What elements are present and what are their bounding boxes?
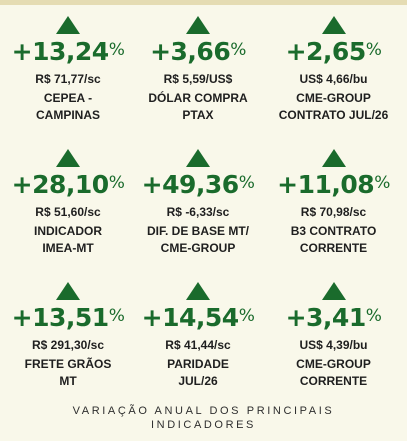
- indicator-value: R$ 5,59/US$: [163, 72, 233, 86]
- change-percent: +14,54%: [141, 303, 255, 332]
- up-arrow-icon: [56, 149, 80, 167]
- indicator-label: DÓLAR COMPRA PTAX: [148, 91, 248, 122]
- indicator-value: R$ 41,44/sc: [165, 338, 231, 352]
- indicator-value: R$ 51,60/sc: [35, 205, 101, 219]
- indicator-label: FRETE GRÃOS MT: [24, 357, 112, 388]
- indicator-label: INDICADOR IMEA-MT: [34, 224, 102, 255]
- indicator-b3-corrente: +11,08% R$ 70,98/sc B3 CONTRATO CORRENTE: [260, 145, 407, 278]
- indicator-label: CME-GROUP CORRENTE: [296, 357, 371, 388]
- indicator-label: DIF. DE BASE MT/ CME-GROUP: [146, 224, 249, 255]
- indicator-cme-jul26: +2,65% US$ 4,66/bu CME-GROUP CONTRATO JU…: [260, 12, 407, 145]
- indicator-label: CEPEA - CAMPINAS: [35, 91, 100, 122]
- change-percent: +3,66%: [150, 37, 246, 66]
- indicator-cme-corrente: +3,41% US$ 4,39/bu CME-GROUP CORRENTE: [260, 278, 407, 411]
- change-percent: +49,36%: [141, 170, 255, 199]
- indicator-imea-mt: +28,10% R$ 51,60/sc INDICADOR IMEA-MT: [0, 145, 136, 278]
- up-arrow-icon: [321, 16, 346, 34]
- indicator-label: PARIDADE JUL/26: [167, 357, 229, 388]
- indicators-grid: +13,24% R$ 71,77/sc CEPEA - CAMPINAS +3,…: [0, 12, 407, 411]
- change-percent: +2,65%: [285, 37, 382, 66]
- up-arrow-icon: [56, 16, 80, 34]
- up-arrow-icon: [56, 282, 80, 300]
- indicator-paridade: +14,54% R$ 41,44/sc PARIDADE JUL/26: [136, 278, 260, 411]
- indicator-value: R$ 71,77/sc: [35, 72, 101, 86]
- caption: VARIAÇÃO ANUAL DOS PRINCIPAIS INDICADORE…: [72, 405, 335, 431]
- indicator-label: B3 CONTRATO CORRENTE: [290, 224, 377, 255]
- indicator-value: R$ -6,33/sc: [166, 205, 230, 219]
- up-arrow-icon: [321, 282, 346, 300]
- up-arrow-icon: [186, 149, 210, 167]
- indicator-value: R$ 70,98/sc: [300, 205, 367, 219]
- up-arrow-icon: [186, 16, 210, 34]
- indicator-value: US$ 4,66/bu: [299, 72, 368, 86]
- up-arrow-icon: [321, 149, 346, 167]
- indicator-dolar-ptax: +3,66% R$ 5,59/US$ DÓLAR COMPRA PTAX: [136, 12, 260, 145]
- change-percent: +13,51%: [11, 303, 125, 332]
- top-band: [0, 0, 407, 5]
- change-percent: +11,08%: [277, 170, 390, 199]
- up-arrow-icon: [186, 282, 210, 300]
- indicator-cepea-campinas: +13,24% R$ 71,77/sc CEPEA - CAMPINAS: [0, 12, 136, 145]
- indicator-label: CME-GROUP CONTRATO JUL/26: [278, 91, 389, 122]
- indicator-value: R$ 291,30/sc: [31, 338, 105, 352]
- change-percent: +3,41%: [285, 303, 382, 332]
- indicator-frete-graos: +13,51% R$ 291,30/sc FRETE GRÃOS MT: [0, 278, 136, 411]
- change-percent: +13,24%: [11, 37, 125, 66]
- change-percent: +28,10%: [11, 170, 125, 199]
- indicator-dif-base: +49,36% R$ -6,33/sc DIF. DE BASE MT/ CME…: [136, 145, 260, 278]
- indicator-value: US$ 4,39/bu: [299, 338, 368, 352]
